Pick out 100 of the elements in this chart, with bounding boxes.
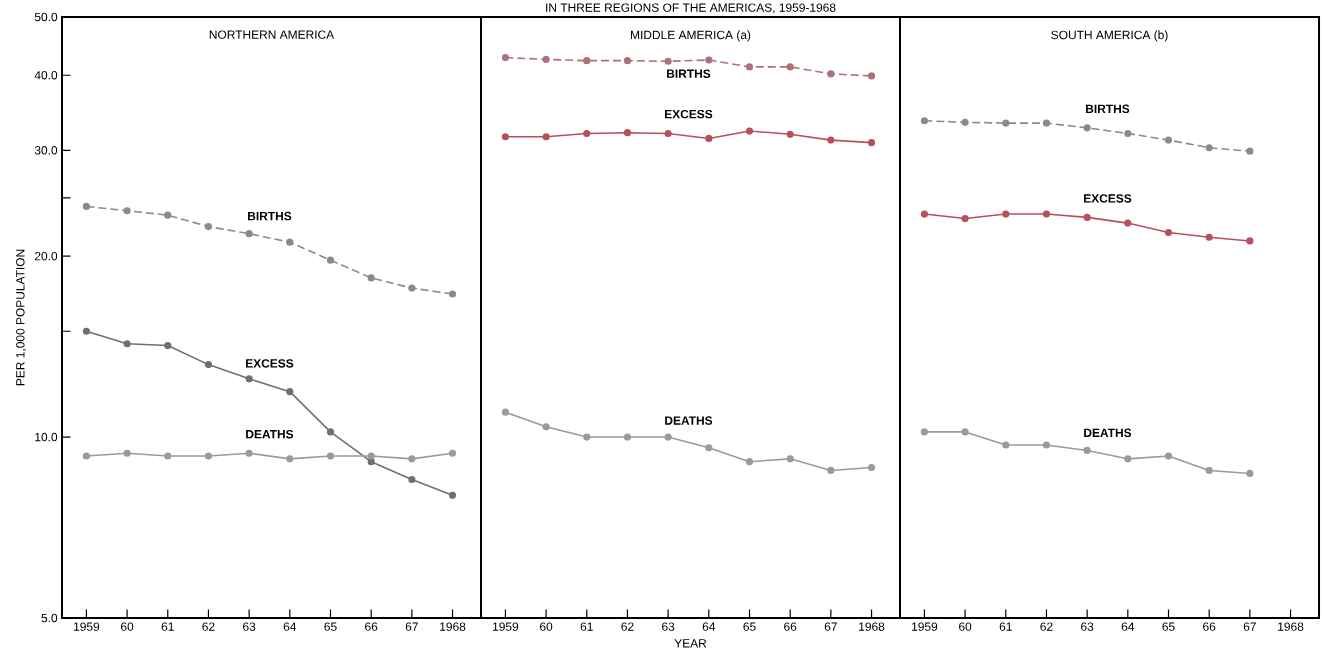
point — [123, 449, 131, 457]
point — [204, 222, 213, 231]
point — [448, 449, 457, 457]
point — [164, 211, 172, 219]
point — [501, 133, 509, 141]
point — [286, 238, 294, 246]
point — [367, 452, 375, 460]
y-tick-label: 20.0 — [34, 251, 58, 261]
x-tick-label: 65 — [743, 622, 756, 631]
x-tick-label: 61 — [999, 622, 1012, 631]
point — [623, 433, 632, 441]
x-tick-label: 61 — [580, 622, 593, 631]
point — [1205, 466, 1213, 475]
point — [827, 70, 835, 78]
point — [705, 444, 713, 452]
y-tick-label: 40.0 — [34, 71, 58, 80]
point — [448, 290, 457, 298]
x-tick-label: 64 — [702, 622, 716, 631]
x-tick-label: 1968 — [1278, 622, 1304, 631]
series-label: BIRTHS — [1086, 104, 1130, 114]
point — [745, 63, 754, 71]
point — [82, 327, 90, 335]
x-tick-label: 67 — [824, 622, 837, 631]
point — [920, 117, 929, 125]
point — [1205, 144, 1213, 152]
point — [920, 428, 929, 436]
series-label: DEATHS — [665, 416, 713, 425]
point — [1164, 228, 1173, 237]
point — [542, 55, 550, 63]
point — [164, 452, 172, 460]
x-tick-label: 1959 — [912, 622, 938, 631]
point — [326, 256, 335, 264]
point — [961, 428, 969, 436]
point — [583, 57, 591, 65]
x-tick-label: 61 — [161, 622, 174, 631]
point — [326, 428, 335, 436]
point — [705, 134, 713, 143]
point — [1246, 469, 1254, 478]
point — [1042, 441, 1051, 449]
point — [204, 361, 213, 369]
x-tick-label: 63 — [662, 622, 675, 631]
point — [164, 341, 172, 350]
point — [786, 63, 794, 71]
y-tick-label: 50.0 — [34, 12, 58, 22]
y-tick-label: 5.0 — [41, 613, 58, 623]
point — [786, 455, 794, 463]
point — [623, 57, 632, 65]
point — [664, 57, 672, 65]
point — [664, 433, 672, 441]
point — [1124, 129, 1132, 138]
point — [123, 340, 131, 348]
point — [245, 230, 253, 238]
point — [583, 129, 591, 138]
point — [1205, 233, 1213, 241]
point — [448, 491, 457, 499]
x-tick-label: 67 — [1243, 622, 1256, 631]
point — [367, 274, 375, 282]
point — [1042, 119, 1051, 127]
x-tick-label: 63 — [243, 622, 256, 631]
series-label: DEATHS — [246, 429, 294, 439]
point — [123, 207, 131, 215]
series-label: EXCESS — [665, 109, 713, 119]
text: NORTHERN AMERICA — [209, 30, 335, 39]
x-tick-label: 62 — [202, 622, 215, 631]
point — [705, 56, 713, 64]
point — [82, 452, 90, 460]
point — [501, 408, 509, 416]
point — [367, 458, 375, 466]
point — [286, 388, 294, 396]
point — [961, 214, 969, 223]
text: MIDDLE AMERICA (a) — [631, 30, 751, 42]
point — [1246, 237, 1254, 245]
x-tick-label: 64 — [1121, 622, 1135, 631]
x-tick-label: 60 — [959, 622, 972, 631]
series-label: EXCESS — [246, 359, 294, 368]
point — [1124, 455, 1132, 463]
x-axis-title: YEAR — [674, 639, 707, 648]
x-tick-label: 1959 — [74, 622, 100, 631]
x-tick-label: 62 — [1040, 622, 1053, 631]
point — [408, 455, 416, 463]
point — [867, 72, 876, 80]
series-label: EXCESS — [1084, 194, 1132, 203]
point — [1164, 452, 1173, 460]
y-tick-label: 30.0 — [34, 146, 58, 155]
text: IN THREE REGIONS OF THE AMERICAS, 1959-1968 — [546, 3, 836, 14]
x-tick-label: 60 — [121, 622, 134, 631]
point — [1083, 124, 1091, 132]
x-tick-label: 60 — [540, 622, 553, 631]
y-axis-title: PER 1,000 POPULATION — [16, 249, 26, 386]
point — [920, 210, 929, 218]
point — [1042, 210, 1051, 218]
series-label: BIRTHS — [667, 69, 711, 78]
series-label: DEATHS — [1084, 428, 1132, 438]
point — [1002, 441, 1010, 449]
point — [961, 118, 969, 126]
series-label: BIRTHS — [248, 211, 292, 221]
point — [408, 475, 416, 484]
point — [827, 136, 835, 144]
point — [1002, 210, 1010, 218]
point — [1083, 446, 1091, 455]
